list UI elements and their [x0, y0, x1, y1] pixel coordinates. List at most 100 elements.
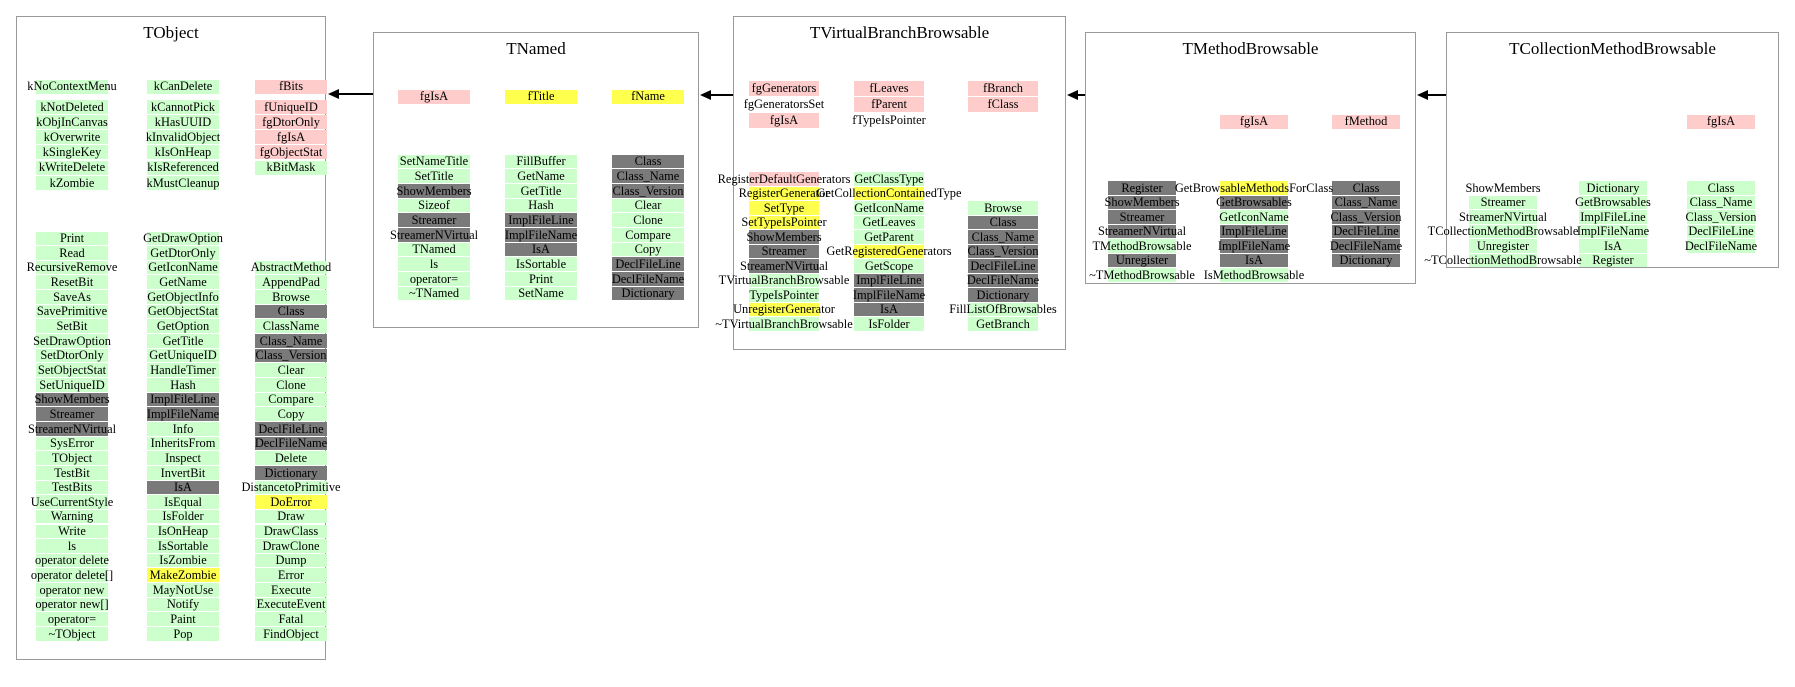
method-cell-highlight	[505, 257, 577, 272]
class-box-tobject[interactable]: TObject kNoContextMenu kNotDeleted kObjInCa…	[16, 16, 341, 660]
method-cell: Streamer	[1383, 195, 1623, 210]
method-cell-highlight	[749, 302, 819, 316]
data-member-cell: fgObjectStat	[171, 145, 411, 160]
data-member-cell-label: fgIsA	[276, 129, 306, 144]
method-cell-highlight	[749, 273, 819, 287]
method-cell-label: GetDrawOption	[143, 231, 223, 246]
method-cell-highlight	[1332, 210, 1400, 224]
data-member-cell-label: kNoContextMenu	[27, 79, 117, 94]
method-cell: DeclFileName	[883, 273, 1123, 288]
method-cell-highlight	[36, 436, 108, 451]
method-cell-highlight	[1220, 210, 1288, 224]
method-cell-highlight	[36, 539, 108, 553]
arrow-head-icon	[700, 90, 711, 100]
method-cell-label: AbstractMethod	[250, 260, 332, 275]
method-cell: SetBit	[0, 319, 192, 334]
method-cell: SetDrawOption	[0, 334, 192, 349]
method-cell: ImplFileName	[63, 407, 303, 422]
method-cell-highlight	[968, 201, 1038, 215]
method-cell: Class	[528, 154, 768, 169]
method-cell-label: Streamer	[761, 244, 807, 259]
method-cell-label: SavePrimitive	[36, 304, 108, 319]
method-cell-label: Class	[634, 154, 662, 169]
class-box-tvirtualbranchbrowsable[interactable]: TVirtualBranchBrowsable fgGenerators fgGen…	[715, 16, 1066, 350]
data-member-cell-label: fParent	[871, 96, 907, 111]
method-cell-label: Clear	[634, 198, 662, 213]
method-cell-highlight	[255, 407, 327, 421]
method-cell-highlight	[1332, 181, 1400, 195]
class-box-tmethodbrowsable[interactable]: TMethodBrowsable fgIsA fMethod Register Show…	[1085, 32, 1416, 284]
method-cell-label: ImplFileName	[504, 227, 578, 242]
method-cell-highlight	[255, 509, 327, 524]
data-member-cell-label: kIsReferenced	[147, 160, 219, 175]
method-cell-label: Class_Name	[1334, 195, 1398, 210]
method-cell-highlight	[1469, 210, 1537, 224]
method-cell-label: ~TCollectionMethodBrowsable	[1424, 253, 1582, 268]
method-cell-label: RecursiveRemove	[26, 260, 118, 275]
data-member-cell: kBitMask	[171, 160, 411, 175]
method-cell-label: DeclFileLine	[258, 421, 324, 436]
data-member-cell-highlight	[968, 80, 1038, 96]
data-member-cell-highlight	[1687, 114, 1755, 129]
method-cell: Unregister	[1022, 253, 1262, 268]
method-cell: GetTitle	[63, 334, 303, 349]
method-cell: IsA	[63, 480, 303, 495]
data-member-cell-highlight	[147, 175, 219, 190]
method-cell: Class_Name	[528, 169, 768, 184]
method-cell: MayNotUse	[63, 583, 303, 598]
method-cell-label: Info	[172, 421, 194, 436]
class-title: TNamed	[506, 39, 566, 58]
class-box-tcollectionmethodbrowsable[interactable]: TCollectionMethodBrowsable fgIsA ShowMembe…	[1424, 32, 1779, 268]
method-cell-highlight	[147, 553, 219, 568]
data-member-cell-label: kCannotPick	[150, 99, 216, 114]
method-cell: DeclFileName	[528, 272, 768, 287]
method-cell-highlight	[36, 597, 108, 612]
arrow-line	[1076, 94, 1085, 96]
method-cell-highlight	[255, 465, 327, 480]
method-cell-label: StreamerNVirtual	[1097, 224, 1187, 239]
method-cell: DeclFileName	[1246, 239, 1486, 254]
method-cell-highlight	[36, 421, 108, 436]
arrow-head-icon	[1417, 90, 1428, 100]
method-cell: TestBit	[0, 465, 192, 480]
method-cell: GetName	[63, 275, 303, 290]
method-cell-highlight	[398, 272, 470, 286]
method-cell-highlight	[749, 186, 819, 200]
method-cell-label: GetScope	[864, 258, 914, 273]
method-cell-highlight	[1220, 268, 1288, 282]
method-cell-highlight	[854, 273, 924, 287]
method-cell: SetType	[664, 201, 904, 216]
method-cell-label: ImplFileLine	[1221, 224, 1287, 239]
method-cell-label: Copy	[277, 406, 305, 421]
method-cell: Copy	[528, 242, 768, 257]
method-cell-highlight	[505, 154, 577, 169]
method-cell: SetTypeIsPointer	[664, 215, 904, 230]
method-cell: operator=	[314, 272, 554, 287]
class-box-tnamed[interactable]: TNamed fgIsA fTitle fName SetNameTitle SetTit…	[373, 32, 699, 328]
method-cell-highlight	[749, 288, 819, 302]
method-cell: GetIconName	[63, 260, 303, 275]
method-cell-highlight	[36, 246, 108, 260]
method-cell-label: TestBit	[54, 465, 90, 480]
method-cell-label: Clone	[276, 377, 306, 392]
method-cell: Streamer	[0, 407, 192, 422]
method-cell-label: DeclFileLine	[615, 257, 681, 272]
method-cell-label: UseCurrentStyle	[30, 494, 114, 509]
method-cell: Inspect	[63, 451, 303, 466]
class-title: TVirtualBranchBrowsable	[809, 23, 990, 42]
data-member-cell-label: fgIsA	[1706, 114, 1736, 129]
method-cell-label: Dictionary	[976, 287, 1030, 302]
method-cell: Class	[1601, 181, 1795, 196]
method-cell: Streamer	[314, 213, 554, 228]
method-cell: SavePrimitive	[0, 304, 192, 319]
data-member-cell-label: fgDtorOnly	[262, 114, 320, 129]
method-cell: IsA	[1493, 239, 1733, 254]
method-cell-label: IsA	[532, 242, 550, 257]
method-cell: Clear	[528, 198, 768, 213]
method-cell: DrawClass	[171, 524, 411, 539]
data-member-cell-highlight	[147, 145, 219, 160]
method-cell-label: GetIconName	[148, 260, 218, 275]
method-cell: Class_Version	[528, 183, 768, 198]
method-cell: RecursiveRemove	[0, 260, 192, 275]
method-cell: StreamerNVirtual	[1383, 210, 1623, 225]
